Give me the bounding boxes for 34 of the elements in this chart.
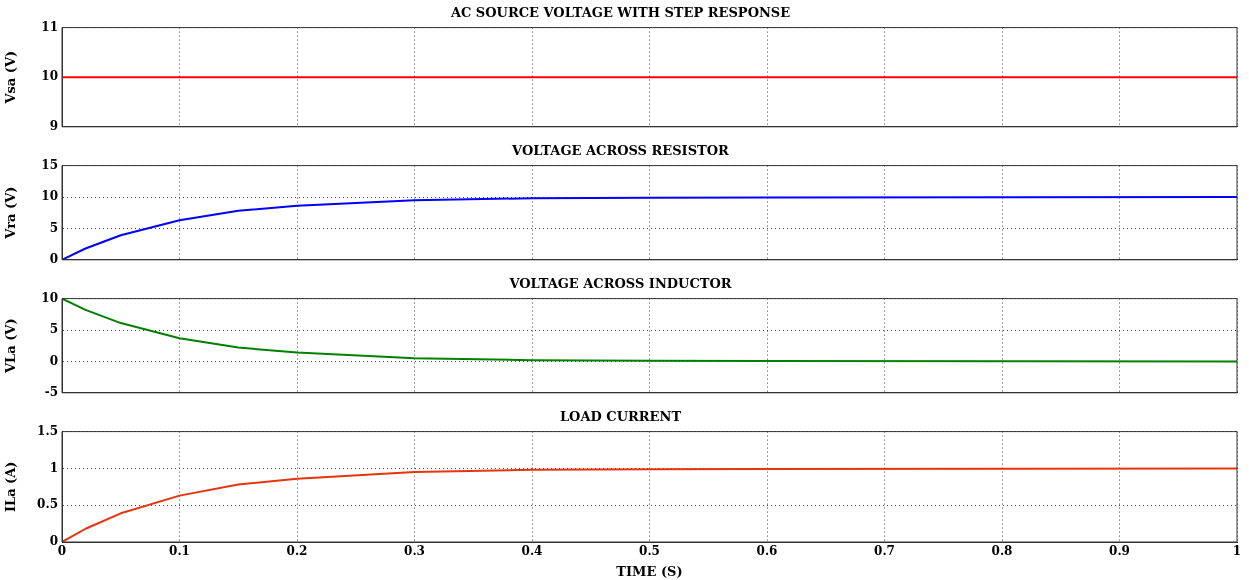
y-tick-label: 5: [49, 322, 58, 337]
y-tick-label: 10: [41, 290, 58, 305]
y-tick-label: -5: [44, 384, 58, 399]
y-tick-label: 11: [41, 19, 58, 34]
chart-title: LOAD CURRENT: [559, 409, 682, 425]
y-axis-title: Vra (V): [3, 186, 19, 240]
y-tick-label: 1.5: [37, 423, 58, 438]
y-tick-label: 0: [49, 251, 58, 266]
x-tick-label: 0.6: [756, 544, 778, 559]
y-tick-label: 5: [49, 220, 58, 235]
y-tick-label: 15: [41, 157, 58, 172]
x-tick-label: 0.8: [991, 544, 1013, 559]
y-tick-label: 9: [49, 118, 58, 133]
x-tick-label: 0.1: [169, 544, 190, 559]
x-tick-label: 0.3: [404, 544, 425, 559]
x-tick-label: 0.9: [1109, 544, 1130, 559]
y-tick-label: 0: [49, 353, 58, 368]
chart-title: AC SOURCE VOLTAGE WITH STEP RESPONSE: [449, 5, 791, 21]
y-tick-label: 0.5: [37, 497, 58, 512]
y-axis-title: ILa (A): [3, 461, 19, 513]
y-tick-label: 0: [49, 534, 58, 549]
y-tick-label: 10: [41, 69, 58, 84]
y-axis-title: Vsa (V): [3, 50, 19, 105]
x-tick-label: 0.5: [639, 544, 660, 559]
chart-title: VOLTAGE ACROSS RESISTOR: [511, 143, 730, 159]
x-tick-label: 0.2: [286, 544, 308, 559]
x-tick-label: 0.7: [874, 544, 895, 559]
x-axis-title: TIME (S): [616, 563, 683, 579]
x-tick-label: 1: [1232, 544, 1242, 559]
y-axis-title: VLa (V): [3, 318, 19, 374]
y-tick-label: 10: [41, 189, 58, 204]
x-tick-label: 0.4: [521, 544, 543, 559]
chart-title: VOLTAGE ACROSS INDUCTOR: [508, 276, 732, 292]
y-tick-label: 1: [49, 460, 58, 475]
